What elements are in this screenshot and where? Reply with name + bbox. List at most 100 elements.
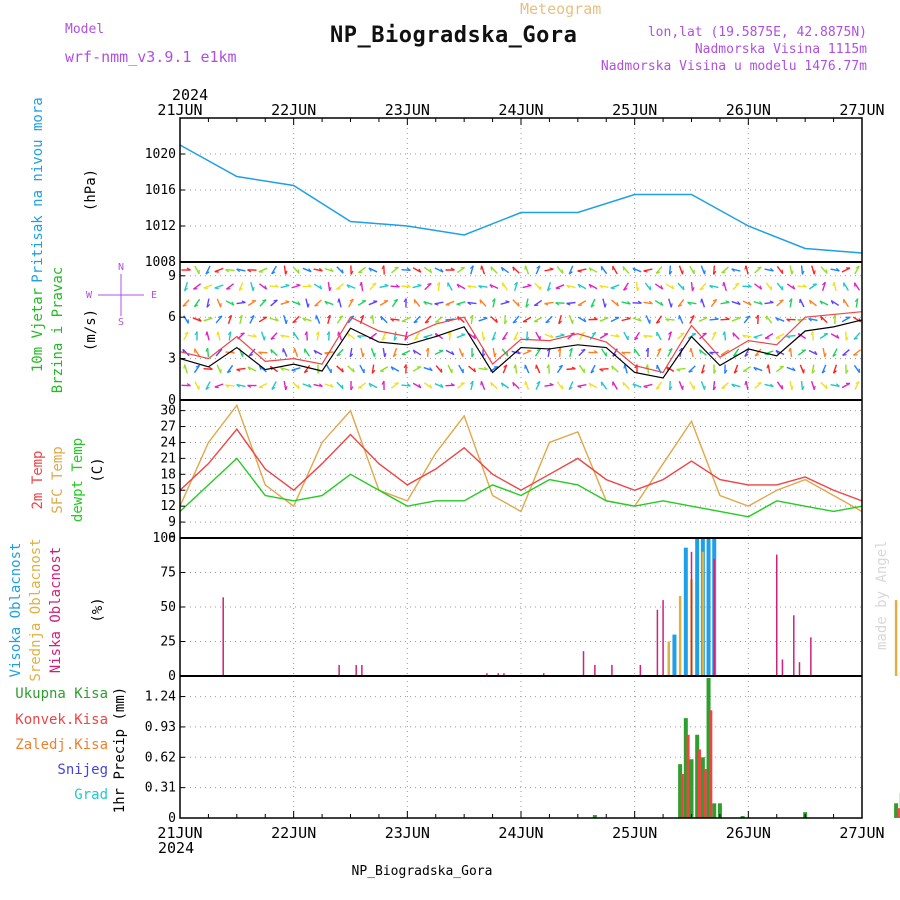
wind-arrow — [566, 301, 576, 305]
wind-arrowhead — [572, 319, 574, 324]
y-tick-label: 0 — [168, 811, 176, 826]
wind-arrow — [853, 364, 861, 374]
wind-arrowhead — [810, 331, 814, 336]
wind-arrowhead — [349, 353, 354, 358]
wind-arrow — [313, 283, 323, 290]
wind-arrowhead — [855, 380, 860, 385]
wind-arrowhead — [470, 265, 474, 269]
wind-arrow — [668, 298, 672, 308]
wind-arrowhead — [665, 318, 670, 322]
wind-arrow — [328, 331, 330, 341]
dewpoint-ylabel: dewpt Temp — [70, 438, 86, 522]
wind-arrow — [193, 348, 201, 357]
wind-arrowhead — [781, 286, 784, 291]
wind-arrow — [667, 331, 673, 341]
wind-arrow — [214, 284, 224, 289]
wind-arrow — [401, 268, 411, 272]
wind-arrow — [401, 350, 411, 355]
wind-arrow — [854, 265, 860, 275]
wind-arrowhead — [450, 383, 455, 386]
wind-arrowhead — [483, 336, 486, 341]
wind-arrowhead — [372, 282, 377, 286]
wind-arrowhead — [568, 347, 573, 352]
wind-arrowhead — [390, 366, 394, 371]
wind-arrow — [434, 301, 444, 305]
wind-arrowhead — [184, 287, 188, 292]
wind-arrowhead — [326, 314, 331, 319]
wind-arrowhead — [832, 353, 837, 357]
wind-arrowhead — [425, 347, 429, 352]
wind-arrow — [225, 268, 235, 272]
wind-arrow — [656, 331, 662, 341]
wind-arrowhead — [525, 303, 530, 308]
precip-conv-bar — [703, 769, 707, 818]
wind-speed-line — [179, 319, 863, 379]
cloud-high-bar — [695, 538, 700, 676]
wind-arrowhead — [429, 268, 433, 273]
wind-arrowhead — [759, 301, 763, 305]
wind-arrowhead — [205, 386, 210, 390]
wind-arrow — [291, 300, 301, 306]
wind-arrowhead — [417, 283, 422, 287]
wind-arrowhead — [227, 370, 232, 374]
x-date-top: 23JUN — [385, 101, 430, 119]
cloud-low-bar — [656, 609, 659, 676]
precip-conv-bar — [697, 749, 701, 818]
wind-arrowhead — [226, 288, 231, 290]
wind-arrow — [435, 316, 443, 323]
wind-arrowhead — [473, 334, 477, 339]
wind-arrowhead — [440, 268, 444, 273]
wind-arrow — [811, 364, 815, 374]
wind-arrowhead — [423, 301, 427, 305]
wind-arrowhead — [318, 267, 323, 272]
y-tick-label: 1016 — [145, 183, 176, 198]
wind-arrowhead — [636, 287, 640, 292]
wind-arrowhead — [819, 300, 823, 305]
wind-arrow — [754, 266, 762, 274]
wind-arrow — [544, 301, 554, 305]
wind-arrow — [445, 349, 455, 356]
wind-arrowhead — [216, 331, 219, 336]
wind-arrowhead — [297, 269, 300, 274]
wind-arrowhead — [811, 369, 816, 374]
wind-arrowhead — [775, 350, 779, 355]
wind-arrowhead — [307, 284, 312, 287]
wind-arrow — [754, 283, 762, 290]
year-bottom: 2024 — [158, 839, 194, 857]
wind-arrowhead — [524, 265, 527, 270]
wind-arrow — [270, 299, 278, 307]
wind-arrowhead — [285, 283, 290, 287]
wind-arrow — [280, 300, 290, 306]
wind-arrowhead — [615, 333, 620, 338]
wind-arrow — [522, 350, 532, 355]
wind-arrow — [677, 332, 685, 340]
wind-arrow — [391, 266, 399, 274]
y-tick-label: 9 — [168, 515, 176, 530]
wind-arrow — [742, 334, 752, 338]
wind-arrowhead — [274, 284, 279, 288]
wind-arrow — [291, 284, 301, 289]
wind-arrow — [712, 265, 716, 275]
wind-arrowhead — [329, 286, 332, 292]
wind-arrow — [776, 381, 784, 390]
wind-arrow — [470, 265, 474, 275]
sfc-temp-line — [179, 403, 863, 513]
wind-arrow — [291, 367, 301, 371]
wind-arrowhead — [512, 320, 518, 324]
wind-arrow — [269, 285, 279, 288]
wind-arrow — [368, 267, 378, 273]
wind-arrow — [853, 282, 861, 291]
wind-arrowhead — [346, 284, 350, 289]
wind-arrowhead — [549, 382, 554, 386]
wind-arrowhead — [757, 382, 762, 384]
wind-arrow — [743, 315, 751, 324]
y-tick-label: 1012 — [145, 219, 176, 234]
wind-arrowhead — [195, 364, 200, 368]
wind-arrowhead — [394, 382, 399, 384]
wind-arrow — [842, 349, 850, 356]
legend-conv: Konvek.Kisa — [15, 712, 108, 728]
wind-arrowhead — [835, 383, 840, 387]
wind-arrow — [590, 364, 596, 374]
wind-arrow — [622, 282, 630, 291]
wind-arrowhead — [403, 298, 407, 303]
